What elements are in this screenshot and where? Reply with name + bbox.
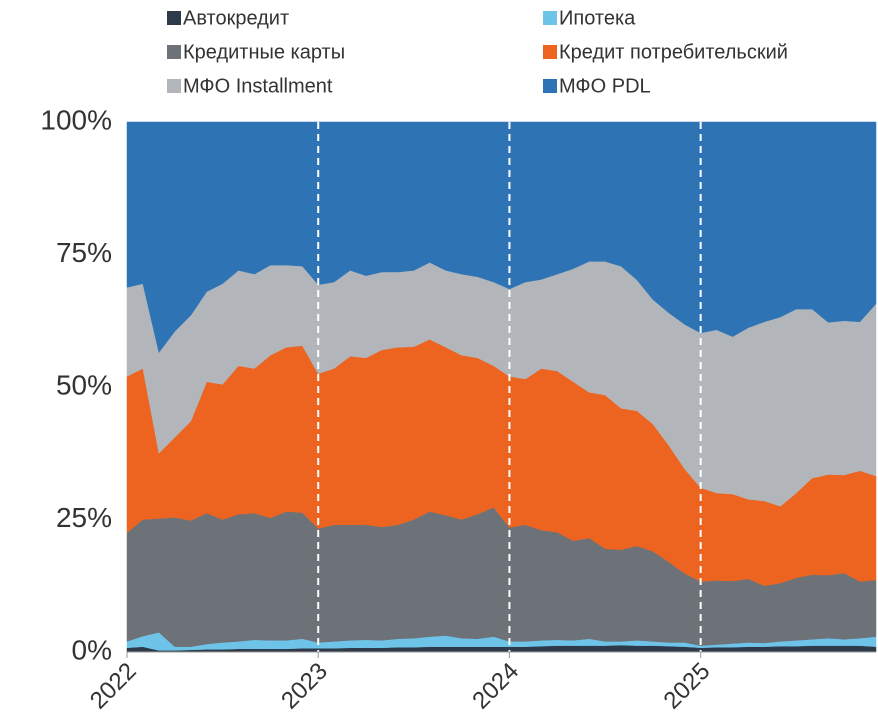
legend-label: Ипотека: [559, 7, 636, 29]
legend-label: Автокредит: [183, 7, 289, 29]
legend-label: Кредитные карты: [183, 41, 345, 63]
legend-swatch: [543, 11, 557, 25]
x-tick-label: 2022: [85, 658, 142, 715]
legend-swatch: [543, 45, 557, 59]
legend-label: МФО PDL: [559, 75, 651, 97]
x-tick-label: 2024: [467, 658, 524, 715]
y-tick-label: 50%: [56, 369, 112, 400]
y-tick-label: 25%: [56, 502, 112, 533]
area: [126, 121, 877, 354]
x-tick-label: 2025: [659, 658, 716, 715]
legend-label: МФО Installment: [183, 75, 333, 97]
y-tick-label: 75%: [56, 237, 112, 268]
legend-swatch: [543, 79, 557, 93]
legend-swatch: [167, 11, 181, 25]
y-tick-label: 0%: [72, 634, 112, 665]
legend-label: Кредит потребительский: [559, 41, 788, 63]
y-tick-label: 100%: [40, 104, 112, 135]
legend-swatch: [167, 45, 181, 59]
x-tick-label: 2023: [276, 658, 333, 715]
legend-swatch: [167, 79, 181, 93]
